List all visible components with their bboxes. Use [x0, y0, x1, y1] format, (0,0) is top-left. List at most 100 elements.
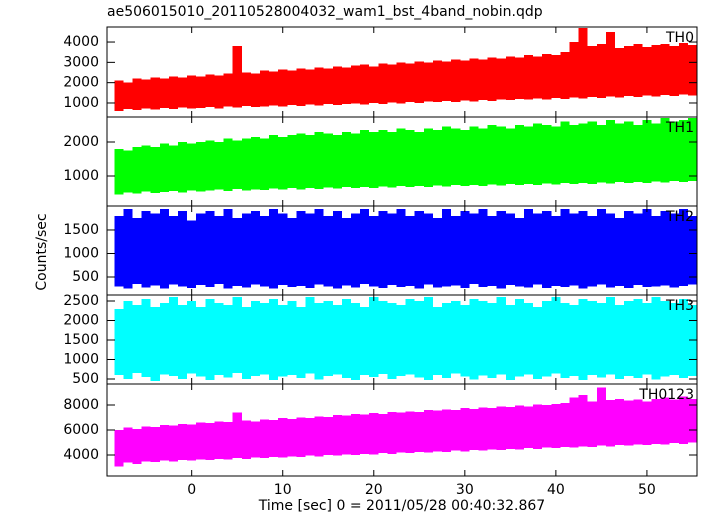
- range-bar: [178, 211, 188, 287]
- range-bar: [259, 70, 270, 107]
- range-bar: [542, 211, 552, 288]
- range-bar: [587, 121, 597, 184]
- y-tick-label: 2000: [63, 75, 99, 91]
- range-bar: [360, 130, 370, 187]
- x-tick-label: 0: [187, 482, 196, 498]
- range-bar: [569, 42, 579, 98]
- range-bar: [187, 301, 197, 374]
- range-bar: [114, 80, 124, 112]
- range-bar: [314, 67, 324, 106]
- range-bar: [123, 301, 133, 380]
- range-bar: [287, 135, 297, 189]
- range-bar: [323, 215, 333, 287]
- range-bar: [660, 44, 670, 95]
- range-bar: [615, 218, 625, 286]
- range-bar: [351, 413, 361, 455]
- range-bar: [296, 417, 306, 457]
- range-bar: [351, 213, 361, 288]
- range-bar: [496, 406, 506, 450]
- range-bar: [542, 54, 552, 100]
- range-bar: [223, 304, 233, 378]
- range-bar: [578, 211, 588, 289]
- range-bar: [323, 416, 333, 455]
- range-bar: [687, 215, 697, 285]
- range-bar: [587, 215, 597, 287]
- range-bar: [414, 411, 424, 452]
- range-bar: [114, 308, 124, 376]
- range-bar: [660, 211, 670, 286]
- y-tick-label: 1000: [63, 352, 99, 368]
- range-bar: [669, 213, 679, 288]
- range-bar: [305, 213, 315, 288]
- range-bar: [624, 121, 634, 184]
- range-bar: [496, 211, 506, 289]
- range-bar: [159, 78, 169, 109]
- range-bar: [178, 141, 188, 193]
- range-bar: [660, 118, 670, 183]
- range-bar: [651, 398, 661, 444]
- range-bar: [596, 387, 606, 446]
- range-bar: [378, 211, 388, 288]
- range-bar: [223, 138, 233, 191]
- panel-label: TH3: [665, 298, 694, 314]
- range-bar: [332, 211, 342, 289]
- range-bar: [533, 213, 543, 285]
- range-bar: [132, 428, 142, 464]
- range-bar: [378, 413, 388, 454]
- x-axis-label: Time [sec] 0 = 2011/05/28 00:40:32.867: [258, 498, 545, 514]
- range-bar: [469, 126, 479, 185]
- range-bar: [478, 208, 488, 287]
- range-bar: [487, 215, 497, 286]
- range-bar: [442, 61, 452, 101]
- range-bar: [214, 302, 224, 376]
- range-bar: [378, 63, 388, 104]
- range-bar: [387, 131, 397, 188]
- range-bar: [314, 416, 324, 457]
- range-bar: [196, 422, 206, 460]
- range-bar: [578, 27, 588, 99]
- range-bar: [569, 124, 579, 185]
- range-bar: [496, 58, 506, 100]
- range-bar: [223, 208, 233, 289]
- range-bar: [123, 427, 133, 463]
- range-bar: [159, 208, 169, 289]
- range-bar: [551, 297, 561, 374]
- range-bar: [232, 218, 242, 286]
- range-bar: [460, 304, 470, 377]
- range-bar: [305, 135, 315, 188]
- range-bar: [323, 133, 333, 188]
- range-bar: [514, 124, 525, 186]
- x-tick-label: 20: [365, 482, 383, 498]
- y-tick-label: 500: [72, 371, 99, 387]
- range-bar: [469, 299, 479, 380]
- range-bar: [633, 44, 643, 97]
- range-bar: [533, 404, 543, 449]
- range-bar: [551, 126, 561, 185]
- range-bar: [332, 415, 342, 456]
- range-bar: [296, 211, 306, 286]
- range-bar: [314, 302, 324, 380]
- range-bar: [405, 215, 415, 286]
- range-bar: [341, 131, 352, 188]
- range-bar: [569, 397, 579, 448]
- range-bar: [187, 424, 197, 461]
- range-bar: [524, 55, 534, 100]
- range-bar: [232, 140, 242, 189]
- range-bar: [214, 215, 224, 285]
- range-bar: [487, 57, 497, 101]
- range-bar: [478, 301, 488, 376]
- range-bar: [168, 145, 179, 191]
- range-bar: [687, 45, 697, 96]
- range-bar: [487, 124, 497, 185]
- range-bar: [150, 213, 160, 286]
- range-bar: [642, 47, 652, 96]
- range-bar: [296, 68, 306, 106]
- range-bar: [305, 297, 315, 374]
- x-tick-label: 40: [547, 482, 565, 498]
- range-bar: [524, 302, 534, 375]
- range-bar: [250, 301, 260, 376]
- range-bar: [615, 123, 625, 183]
- range-bar: [250, 136, 260, 190]
- range-bar: [451, 301, 461, 374]
- range-bar: [178, 77, 188, 108]
